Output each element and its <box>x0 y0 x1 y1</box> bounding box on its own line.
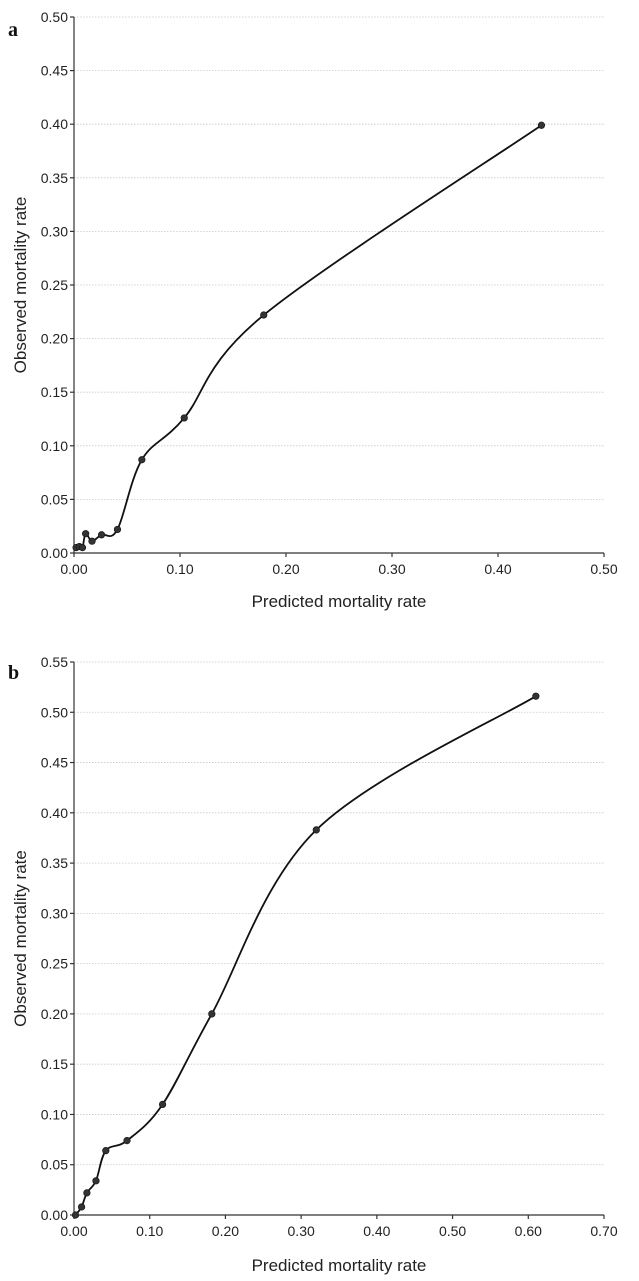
panel-a-x-tick-label: 0.20 <box>272 561 299 577</box>
panel-a-y-tick-label: 0.00 <box>41 545 68 561</box>
panel-b: b 0.00 0.10 0.20 0.30 0.40 0.50 0.60 0.70 0.000… <box>8 654 618 1275</box>
panel-a-series-line <box>75 124 542 550</box>
panel-a-data-point <box>82 530 90 538</box>
panel-b-data-point <box>83 1189 91 1197</box>
panel-a-data-point <box>260 311 268 319</box>
panel-b-series-line <box>74 695 537 1216</box>
panel-a-x-tick-label: 0.00 <box>60 561 87 577</box>
panel-b-series <box>74 695 537 1216</box>
panel-b-y-ticks: 0.00 0.05 0.10 0.15 0.20 0.25 0.30 0.35 0.40 0.45… <box>41 654 74 1223</box>
panel-b-data-point <box>532 692 540 700</box>
panel-b-data-point <box>71 1211 80 1219</box>
panel-b-data-point <box>123 1136 131 1145</box>
panel-a-data-point <box>138 456 146 464</box>
panel-b-y-axis-title: Observed mortality rate <box>11 850 30 1027</box>
panel-b-x-axis-title: Predicted mortality rate <box>252 1256 427 1275</box>
panel-a: a 0.00 0.10 0.20 0.30 0.40 0.50 0.000.050.100… <box>8 9 618 611</box>
panel-a-y-tick-label: 0.30 <box>41 223 68 239</box>
panel-b-y-tick-label: 0.10 <box>41 1106 68 1122</box>
panel-a-y-tick-label: 0.45 <box>41 63 68 79</box>
panel-b-y-tick-label: 0.35 <box>41 855 68 871</box>
panel-b-y-tick-label: 0.25 <box>41 956 68 972</box>
panel-a-y-ticks: 0.00 0.05 0.10 0.15 0.20 0.25 0.30 0.35 0.40 0.45… <box>41 9 74 561</box>
panel-a-y-tick-label: 0.05 <box>41 491 68 507</box>
panel-a-y-axis-title: Observed mortality rate <box>11 197 30 374</box>
panel-b-y-tick-label: 0.00 <box>41 1207 68 1223</box>
panel-b-x-tick-label: 0.20 <box>212 1223 239 1239</box>
panel-b-x-tick-label: 0.10 <box>136 1223 163 1239</box>
panel-a-x-tick-label: 0.40 <box>484 561 511 577</box>
panel-b-grid <box>74 661 604 1166</box>
panel-b-data-point <box>208 1010 216 1018</box>
panel-b-y-tick-label: 0.20 <box>41 1006 68 1022</box>
panel-a-data-point <box>78 544 87 552</box>
panel-a-data-point <box>113 525 122 534</box>
panel-b-x-tick-label: 0.60 <box>515 1223 542 1239</box>
panel-b-x-tick-label: 0.50 <box>439 1223 466 1239</box>
panel-b-data-point <box>92 1177 100 1185</box>
panel-a-y-tick-label: 0.40 <box>41 116 68 132</box>
panel-b-data-point <box>158 1100 167 1108</box>
panel-a-x-tick-label: 0.30 <box>378 561 405 577</box>
panel-a-y-tick-label: 0.50 <box>41 9 68 25</box>
panel-a-x-tick-label: 0.10 <box>166 561 193 577</box>
panel-label-b: b <box>8 662 19 684</box>
panel-b-y-tick-label: 0.50 <box>41 704 68 720</box>
panel-b-data-point <box>312 826 320 834</box>
panel-b-data-point <box>77 1203 86 1211</box>
panel-b-points <box>71 692 540 1219</box>
panel-b-x-ticks: 0.00 0.10 0.20 0.30 0.40 0.50 0.60 0.70 <box>60 1215 618 1239</box>
panel-b-x-tick-label: 0.00 <box>60 1223 87 1239</box>
panel-b-y-tick-label: 0.40 <box>41 805 68 821</box>
panel-b-axes <box>73 662 604 1216</box>
panel-b-y-tick-label: 0.55 <box>41 654 68 670</box>
panel-b-x-tick-label: 0.70 <box>590 1223 617 1239</box>
panel-b-x-tick-label: 0.30 <box>288 1223 315 1239</box>
panel-a-data-point <box>537 121 546 129</box>
panel-a-data-point <box>88 537 96 545</box>
panel-b-y-tick-label: 0.15 <box>41 1056 68 1072</box>
panel-a-y-tick-label: 0.35 <box>41 170 68 186</box>
panel-a-series <box>75 124 542 550</box>
panel-a-y-tick-label: 0.25 <box>41 277 68 293</box>
panel-a-y-tick-label: 0.15 <box>41 384 68 400</box>
panel-b-x-tick-label: 0.40 <box>363 1223 390 1239</box>
panel-a-data-point <box>180 414 188 422</box>
panel-a-y-tick-label: 0.20 <box>41 331 68 347</box>
panel-b-y-tick-label: 0.30 <box>41 905 68 921</box>
panel-b-y-tick-label: 0.05 <box>41 1157 68 1173</box>
panel-label-a: a <box>8 19 18 41</box>
panel-a-points <box>72 121 546 552</box>
panel-a-x-ticks: 0.00 0.10 0.20 0.30 0.40 0.50 <box>60 553 618 577</box>
panel-a-grid <box>74 16 604 500</box>
panel-a-y-tick-label: 0.10 <box>41 438 68 454</box>
panel-b-data-point <box>102 1147 110 1155</box>
panel-a-x-tick-label: 0.50 <box>590 561 617 577</box>
panel-a-x-axis-title: Predicted mortality rate <box>252 592 427 611</box>
panel-a-data-point <box>97 531 106 539</box>
panel-b-y-tick-label: 0.45 <box>41 755 68 771</box>
